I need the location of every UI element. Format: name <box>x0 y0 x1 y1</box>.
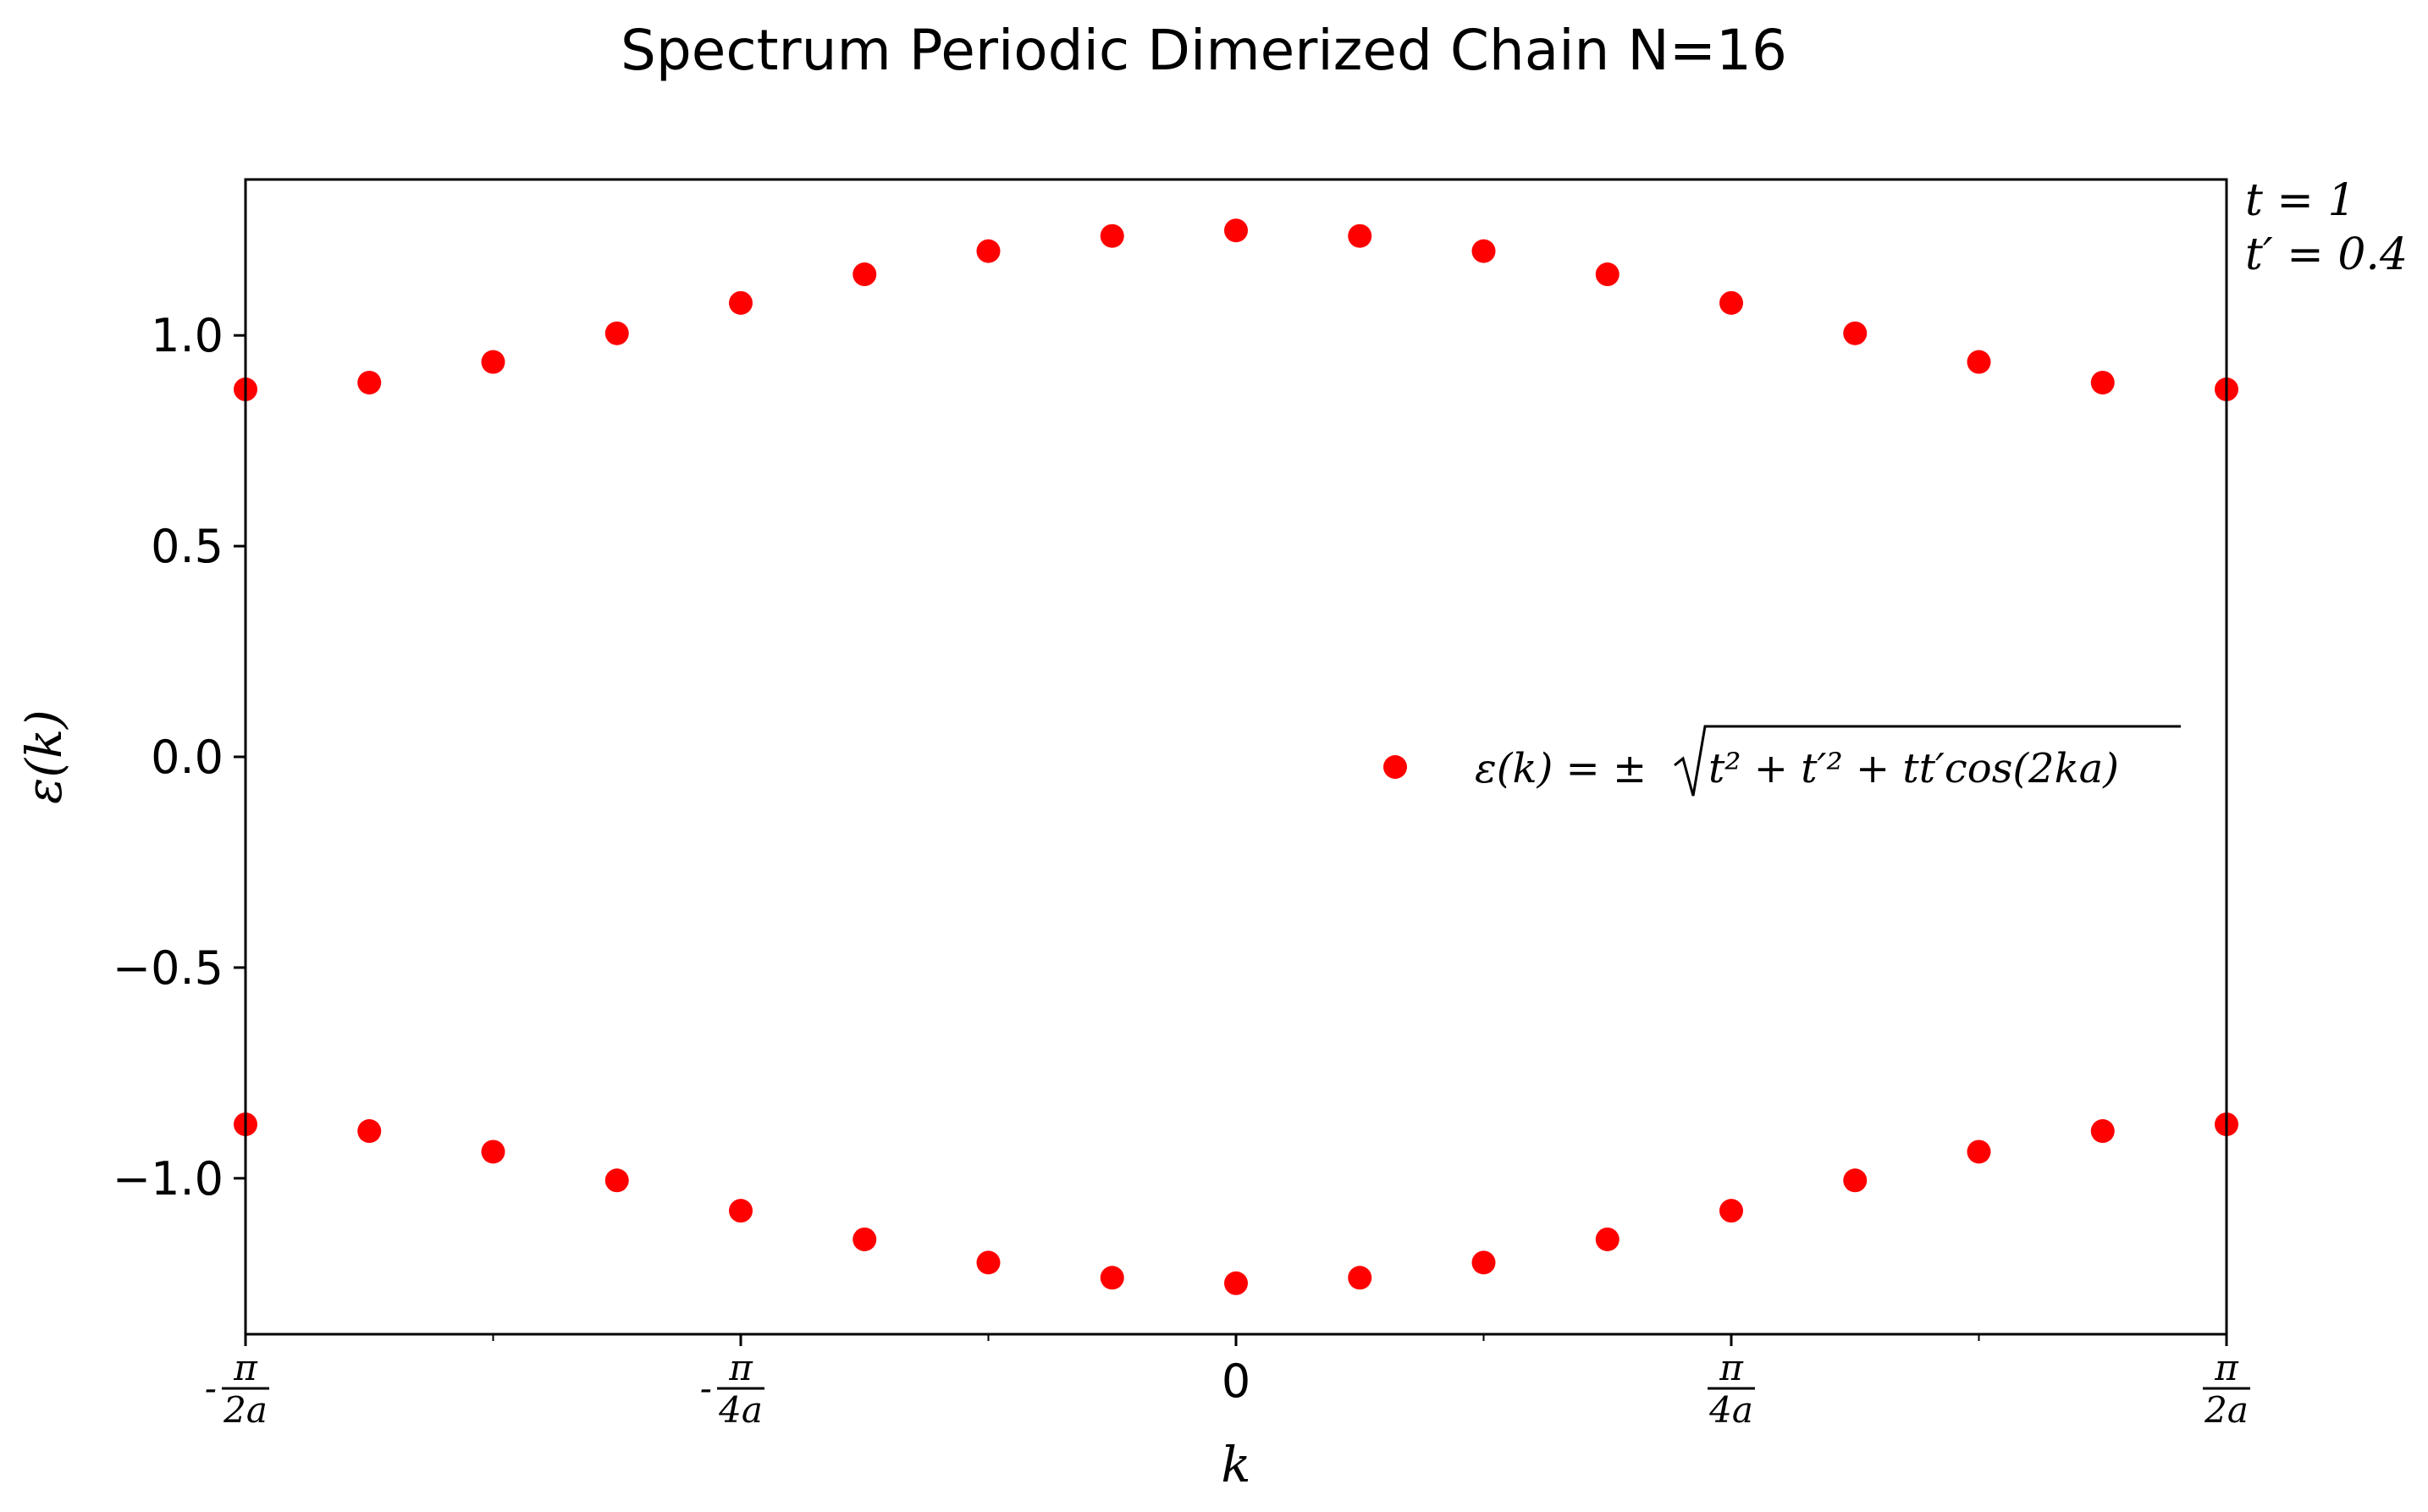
y-tick-label: 1.0 <box>151 309 223 362</box>
data-points <box>234 218 2238 1295</box>
x-tick-numerator: π <box>2214 1347 2239 1388</box>
data-point <box>976 239 1001 263</box>
annotation-line-1: t = 1 <box>2245 175 2356 226</box>
data-point <box>1719 290 1743 315</box>
x-tick-label: π4a- <box>700 1347 764 1431</box>
data-point <box>357 1119 382 1144</box>
legend-marker <box>1383 755 1407 779</box>
y-tick-label: −1.0 <box>113 1152 223 1206</box>
x-axis-label: k <box>1221 1436 1250 1493</box>
data-point <box>1471 239 1496 263</box>
data-point <box>604 1168 629 1193</box>
x-tick-sign: - <box>700 1367 712 1409</box>
data-point <box>1843 1168 1868 1193</box>
annotation-line-2: t′ = 0.4 <box>2245 229 2408 280</box>
x-tick-numerator: π <box>233 1347 258 1388</box>
x-tick-label: π2a <box>2203 1347 2250 1431</box>
data-point <box>853 262 877 287</box>
data-point <box>481 350 505 374</box>
y-tick-label: 0.5 <box>151 520 223 573</box>
data-point <box>729 290 753 315</box>
x-tick-denominator: 4a <box>718 1389 763 1431</box>
data-point <box>604 321 629 345</box>
x-tick-denominator: 4a <box>1708 1389 1753 1431</box>
data-point <box>1595 262 1620 287</box>
data-point <box>976 1250 1001 1275</box>
x-tick-sign: - <box>205 1367 217 1409</box>
y-axis-label: ε(k) <box>15 709 73 804</box>
data-point <box>357 370 382 395</box>
data-point <box>1967 350 1991 374</box>
y-tick-label: 0.0 <box>151 731 223 784</box>
chart-title: Spectrum Periodic Dimerized Chain N=16 <box>621 18 1787 83</box>
data-point <box>1100 1266 1124 1290</box>
data-point <box>1719 1199 1743 1223</box>
parameter-annotation: t = 1 t′ = 0.4 <box>2245 175 2408 280</box>
x-tick-denominator: 2a <box>2204 1389 2249 1431</box>
data-point <box>481 1140 505 1164</box>
x-tick-label: 0 <box>1222 1355 1250 1408</box>
data-point <box>729 1199 753 1223</box>
data-point <box>2090 370 2115 395</box>
y-axis-ticks: 1.0 0.5 0.0 −0.5 −1.0 <box>113 309 246 1206</box>
legend-label-radicand: t² + t′² + tt′cos(2ka) <box>1708 745 2119 792</box>
data-point <box>1595 1227 1620 1251</box>
data-point <box>1224 218 1248 243</box>
x-tick-denominator: 2a <box>223 1389 268 1431</box>
data-point <box>853 1227 877 1251</box>
data-point <box>2090 1119 2115 1144</box>
legend-sqrt-sign <box>1674 725 2181 797</box>
y-tick-label: −0.5 <box>113 941 223 995</box>
data-point <box>1100 223 1124 248</box>
data-point <box>1224 1271 1248 1295</box>
data-point <box>1967 1140 1991 1164</box>
x-tick-numerator: π <box>1719 1347 1744 1388</box>
data-point <box>1843 321 1868 345</box>
data-point <box>1348 1266 1372 1290</box>
x-tick-numerator: π <box>728 1347 753 1388</box>
legend-label-prefix: ε(k) = ± <box>1475 745 1647 792</box>
data-point <box>1471 1250 1496 1275</box>
legend: ε(k) = ± t² + t′² + tt′cos(2ka) <box>1383 725 2181 797</box>
x-tick-label: π2a- <box>205 1347 269 1431</box>
data-point <box>1348 223 1372 248</box>
x-tick-label: π4a <box>1708 1347 1755 1431</box>
